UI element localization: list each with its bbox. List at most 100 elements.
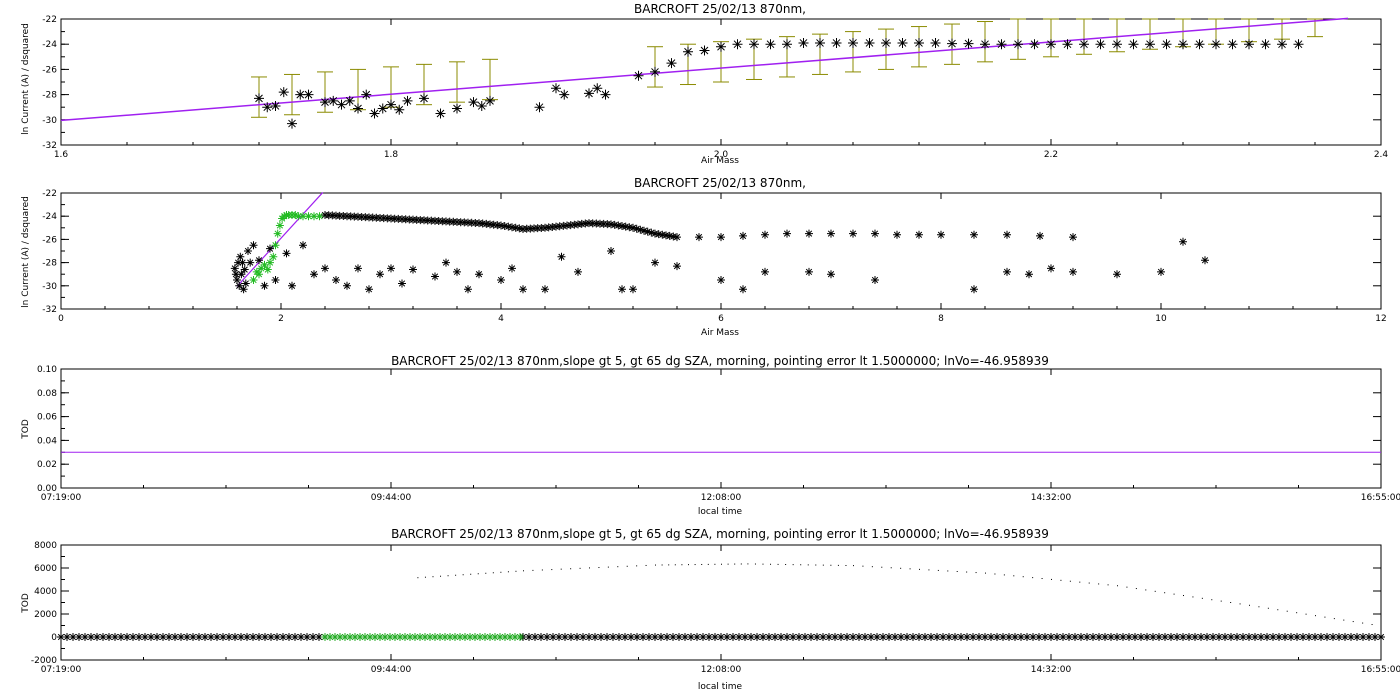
panel-1-ytick-label: -30 <box>42 116 57 126</box>
baseline-point <box>927 633 935 641</box>
baseline-point-glyph <box>585 633 593 641</box>
baseline-point-glyph <box>249 633 257 641</box>
curve-point-glyph <box>607 220 615 229</box>
selected-point <box>299 212 307 221</box>
data-point-glyph <box>1029 39 1040 50</box>
data-point-glyph <box>476 100 487 111</box>
baseline-point <box>1257 633 1265 641</box>
baseline-point <box>303 633 311 641</box>
baseline-point-glyph <box>801 633 809 641</box>
arc-dot <box>1098 583 1100 585</box>
baseline-selected-point-glyph <box>371 633 379 641</box>
arc-dot <box>1192 596 1194 598</box>
curve-point <box>970 230 978 239</box>
baseline-point <box>159 633 167 641</box>
arc-dot <box>792 564 794 566</box>
baseline-point <box>219 633 227 641</box>
curve-point <box>871 229 879 238</box>
baseline-selected-point <box>356 633 364 641</box>
data-point-glyph <box>235 281 244 290</box>
arc-dot <box>800 564 802 566</box>
baseline-selected-point-glyph <box>451 633 459 641</box>
data-point-glyph <box>1211 39 1221 50</box>
data-point <box>332 276 340 284</box>
data-point <box>805 267 813 276</box>
panel-4-xtick-label: 12:08:00 <box>701 665 742 675</box>
data-point-glyph <box>717 276 725 284</box>
baseline-point-glyph <box>1089 633 1097 641</box>
baseline-point <box>1155 633 1163 641</box>
baseline-selected-point-glyph <box>346 633 354 641</box>
baseline-point <box>147 633 155 641</box>
baseline-point <box>273 633 281 641</box>
data-point <box>402 95 413 106</box>
data-point-glyph <box>897 37 908 48</box>
panel-1-ytick-label: -26 <box>42 65 57 75</box>
baseline-point-glyph <box>1323 633 1331 641</box>
baseline-point-glyph <box>57 633 65 641</box>
baseline-point <box>285 633 293 641</box>
baseline-point <box>225 633 233 641</box>
data-point <box>765 39 776 50</box>
data-point <box>241 279 250 288</box>
baseline-selected-point <box>346 633 354 641</box>
baseline-point <box>621 633 629 641</box>
baseline-selected-point-glyph <box>496 633 504 641</box>
curve-point <box>614 221 623 230</box>
baseline-point <box>675 633 683 641</box>
curve-point-glyph <box>658 230 667 239</box>
baseline-point <box>825 633 833 641</box>
baseline-point-glyph <box>1107 633 1115 641</box>
baseline-selected-point-glyph <box>341 633 349 641</box>
baseline-point-glyph <box>1221 633 1229 641</box>
arc-dot <box>807 564 809 566</box>
data-point <box>1046 39 1056 50</box>
data-point <box>387 264 395 273</box>
curve-point <box>621 222 630 231</box>
curve-point-glyph <box>625 223 634 232</box>
data-point <box>980 39 990 50</box>
curve-point <box>658 230 667 239</box>
baseline-point <box>747 633 755 641</box>
baseline-point <box>1101 633 1109 641</box>
data-point-glyph <box>452 103 462 114</box>
data-point-glyph <box>864 37 875 48</box>
curve-point-glyph <box>508 223 516 232</box>
baseline-point <box>789 633 797 641</box>
baseline-point <box>93 633 101 641</box>
selected-point <box>291 211 300 220</box>
data-point <box>246 258 255 267</box>
baseline-selected-point-glyph <box>326 633 334 641</box>
data-point <box>240 265 249 274</box>
baseline-point-glyph <box>1029 633 1037 641</box>
data-point-glyph <box>241 279 250 288</box>
arc-dot <box>1060 579 1062 581</box>
baseline-point <box>1005 633 1013 641</box>
fit-line <box>60 17 1349 122</box>
baseline-selected-point <box>471 633 479 641</box>
baseline-point-glyph <box>633 633 641 641</box>
data-point <box>1179 237 1187 246</box>
data-point <box>650 66 660 77</box>
data-point <box>699 45 710 56</box>
baseline-point-glyph <box>1275 633 1283 641</box>
data-point-glyph <box>1113 270 1121 279</box>
arc-dot <box>1230 602 1232 604</box>
baseline-point-glyph <box>1233 633 1241 641</box>
baseline-selected-point-glyph <box>351 633 359 641</box>
data-point-glyph <box>260 281 269 290</box>
baseline-point-glyph <box>225 633 233 641</box>
curve-point <box>610 220 619 229</box>
baseline-point <box>765 633 773 641</box>
selected-point <box>280 212 289 221</box>
data-point-glyph <box>343 281 351 290</box>
panel-2-title: BARCROFT 25/02/13 870nm, <box>634 176 806 190</box>
baseline-point-glyph <box>1269 633 1277 641</box>
data-point <box>629 285 637 294</box>
data-point-glyph <box>739 285 747 294</box>
selected-point <box>310 212 318 221</box>
data-point-glyph <box>1047 264 1055 273</box>
baseline-selected-point <box>426 633 434 641</box>
baseline-point-glyph <box>981 633 989 641</box>
baseline-point <box>849 633 857 641</box>
